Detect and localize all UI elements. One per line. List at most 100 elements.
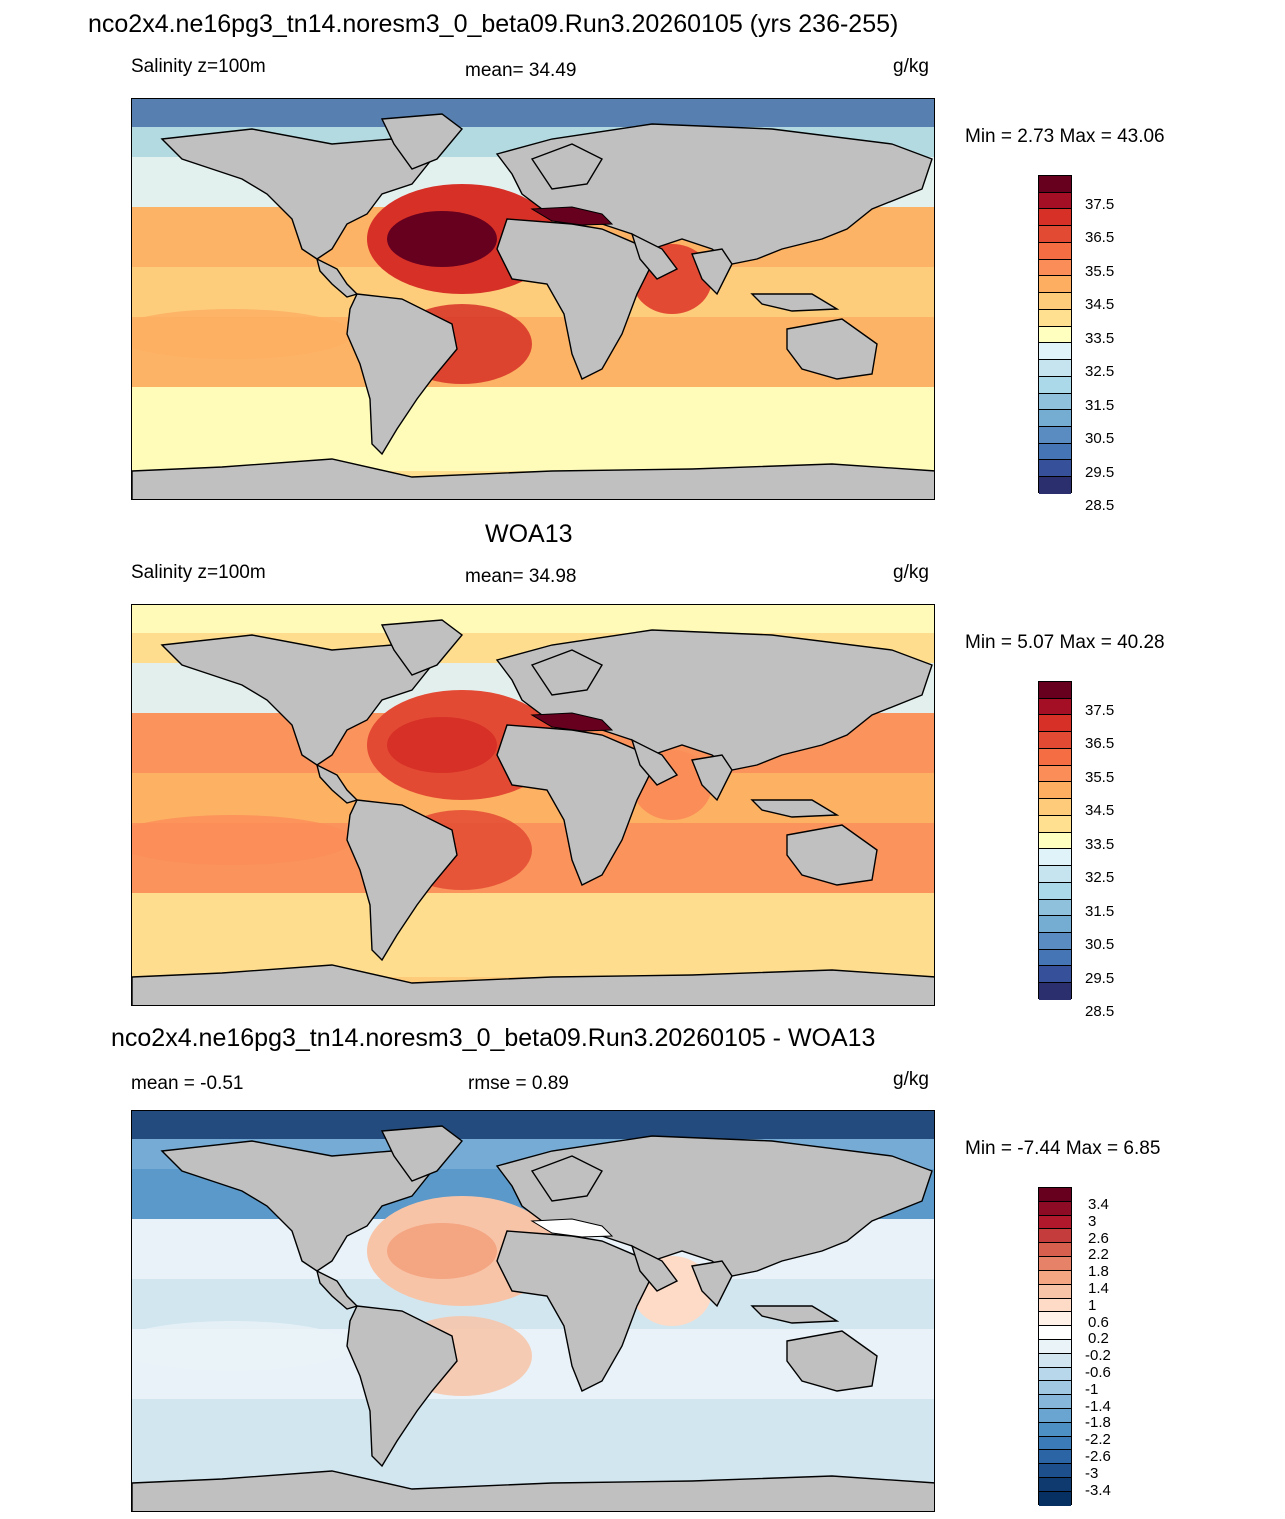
colorbar-swatch <box>1039 1381 1071 1396</box>
colorbar-swatch <box>1039 966 1071 984</box>
southern-ocean-band <box>132 1399 934 1483</box>
southern-ocean-band <box>132 387 934 471</box>
indonesia-land <box>750 799 840 818</box>
colorbar-tick-label: -3 <box>1085 1464 1099 1482</box>
colorbar-swatch <box>1039 293 1071 310</box>
arabia-land <box>630 738 679 786</box>
colorbar-tick-label: 35.5 <box>1085 768 1115 786</box>
panel3-minmax: Min = -7.44 Max = 6.85 <box>965 1138 1161 1159</box>
panel2-left-label: Salinity z=100m <box>131 562 266 583</box>
colorbar-swatch <box>1039 1409 1071 1423</box>
colorbar-tick-label: -1 <box>1085 1380 1099 1398</box>
colorbar-tick-label: -2.2 <box>1085 1431 1111 1449</box>
panel3-rmse-label: rmse = 0.89 <box>468 1073 569 1094</box>
colorbar-swatch <box>1039 715 1071 733</box>
panel3-heading: nco2x4.ne16pg3_tn14.noresm3_0_beta09.Run… <box>111 1024 876 1052</box>
north-america-land <box>160 1140 434 1272</box>
colorbar-tick-label: 36.5 <box>1085 735 1115 753</box>
colorbar-tick-label: 32.5 <box>1085 869 1115 887</box>
indonesia-land <box>750 293 840 312</box>
colorbar-tick-label: 33.5 <box>1085 329 1115 347</box>
antarctica-land <box>132 1470 934 1511</box>
colorbar-swatch <box>1039 782 1071 800</box>
colorbar-tick-label: 31.5 <box>1085 396 1115 414</box>
colorbar-tick-label: -0.2 <box>1085 1347 1111 1365</box>
colorbar-swatch <box>1039 1188 1071 1202</box>
colorbar-swatch <box>1039 1201 1071 1216</box>
colorbar-swatch <box>1039 832 1071 850</box>
colorbar-tick-label: 2.2 <box>1088 1246 1109 1264</box>
colorbar-swatch <box>1039 1367 1071 1382</box>
colorbar-swatch <box>1039 1491 1071 1506</box>
colorbar-swatch <box>1039 1284 1071 1299</box>
colorbar-tick-label: 28.5 <box>1085 497 1115 514</box>
colorbar-swatch <box>1039 698 1071 716</box>
antarctica-land <box>132 458 934 499</box>
colorbar-tick-label: 1 <box>1088 1296 1097 1314</box>
colorbar-tick-label: 37.5 <box>1085 195 1115 213</box>
colorbar-tick-label: 0.2 <box>1088 1330 1109 1348</box>
colorbar-swatch <box>1039 1339 1071 1354</box>
australia-land <box>786 824 878 886</box>
colorbar-swatch <box>1039 748 1071 766</box>
colorbar-swatch <box>1039 427 1071 444</box>
colorbar-swatch <box>1039 815 1071 833</box>
mediterranean-sea <box>530 712 614 732</box>
colorbar-swatch <box>1039 849 1071 867</box>
colorbar-swatch <box>1039 376 1071 394</box>
north-atlantic-peak <box>387 717 497 773</box>
panel2-mean-label: mean= 34.98 <box>465 566 577 587</box>
panel1-map <box>131 98 935 500</box>
colorbar-swatch <box>1039 1243 1071 1258</box>
panel1-left-label: Salinity z=100m <box>131 56 266 77</box>
arctic-band <box>132 1111 934 1139</box>
colorbar-swatch <box>1039 259 1071 277</box>
australia-land <box>786 318 878 380</box>
panel1-units-label: g/kg <box>893 56 929 77</box>
colorbar-swatch <box>1039 1326 1071 1340</box>
greenland-land <box>380 619 464 676</box>
colorbar-tick-label: 36.5 <box>1085 229 1115 247</box>
colorbar-swatch <box>1039 276 1071 294</box>
north-america-land <box>160 634 434 766</box>
land-layer <box>132 1125 934 1511</box>
colorbar-swatch <box>1039 682 1071 699</box>
panel1-mean-label: mean= 34.49 <box>465 60 577 81</box>
southern-ocean-band <box>132 893 934 977</box>
colorbar-tick-label: 1.8 <box>1088 1263 1109 1281</box>
panel2-map-svg <box>132 605 934 1005</box>
land-layer <box>132 619 934 1005</box>
north-atlantic-peak <box>387 211 497 267</box>
colorbar-tick-label: -3.4 <box>1085 1481 1111 1499</box>
indonesia-land <box>750 1305 840 1324</box>
colorbar-tick-label: 32.5 <box>1085 363 1115 381</box>
colorbar-swatch <box>1039 360 1071 377</box>
colorbar-swatch <box>1039 1215 1071 1230</box>
colorbar-swatch <box>1039 899 1071 917</box>
australia-land <box>786 1330 878 1392</box>
colorbar-tick-label: 29.5 <box>1085 969 1115 987</box>
panel3-mean-label: mean = -0.51 <box>131 1073 244 1094</box>
colorbar-swatch <box>1039 1298 1071 1313</box>
colorbar-swatch <box>1039 326 1071 344</box>
europe-north-land <box>530 649 603 696</box>
colorbar-swatch <box>1039 209 1071 227</box>
colorbar-tick-label: -2.6 <box>1085 1448 1111 1465</box>
colorbar-tick-label: 30.5 <box>1085 936 1115 954</box>
colorbar-swatch <box>1039 343 1071 361</box>
panel3-map-svg <box>132 1111 934 1511</box>
colorbar-swatch <box>1039 916 1071 934</box>
south-america-land <box>346 799 458 962</box>
panel1-map-svg <box>132 99 934 499</box>
colorbar-swatch <box>1039 1422 1071 1437</box>
colorbar-tick-label: 3.4 <box>1088 1196 1109 1213</box>
europe-north-land <box>530 143 603 190</box>
arabia-land <box>630 1244 679 1292</box>
india-land <box>691 1260 733 1308</box>
south-pacific-high <box>132 815 352 865</box>
greenland-land <box>380 1125 464 1182</box>
colorbar-swatch <box>1039 1450 1071 1465</box>
south-pacific-high <box>132 309 352 359</box>
africa-land <box>496 218 653 380</box>
india-land <box>691 248 733 296</box>
